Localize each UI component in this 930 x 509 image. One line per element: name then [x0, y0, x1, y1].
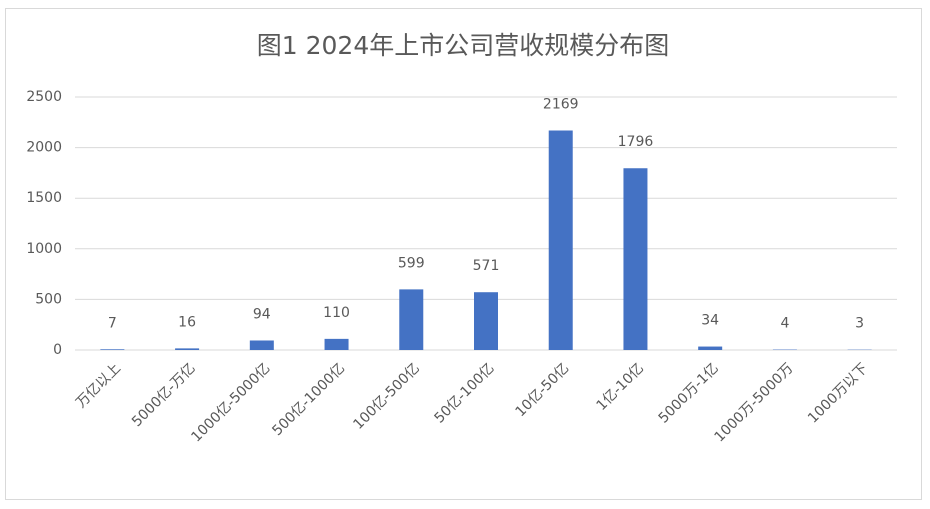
bar: [474, 292, 498, 350]
data-label: 34: [701, 313, 719, 329]
y-tick-label: 1500: [26, 190, 62, 206]
y-tick-label: 0: [53, 342, 62, 358]
data-label: 2169: [543, 96, 579, 112]
data-label: 94: [253, 306, 271, 322]
chart-frame: [5, 8, 922, 500]
bar: [249, 340, 274, 350]
data-label: 4: [780, 316, 789, 332]
data-label: 1796: [618, 134, 654, 150]
bar: [100, 349, 125, 350]
bar: [548, 130, 573, 350]
bar: [324, 338, 349, 350]
data-label: 16: [178, 314, 196, 330]
data-label: 3: [855, 316, 864, 332]
chart-title: 图1 2024年上市公司营收规模分布图: [257, 31, 669, 60]
y-tick-label: 2000: [26, 140, 62, 156]
data-label: 571: [473, 258, 500, 274]
y-tick-label: 2500: [26, 89, 62, 105]
bar: [175, 348, 200, 350]
bar: [698, 346, 723, 350]
data-label: 110: [323, 305, 350, 321]
bar: [399, 289, 424, 350]
data-label: 7: [108, 315, 117, 331]
y-tick-label: 1000: [26, 241, 62, 257]
data-label: 599: [398, 255, 425, 271]
bar: [623, 168, 648, 350]
y-tick-label: 500: [35, 291, 62, 307]
